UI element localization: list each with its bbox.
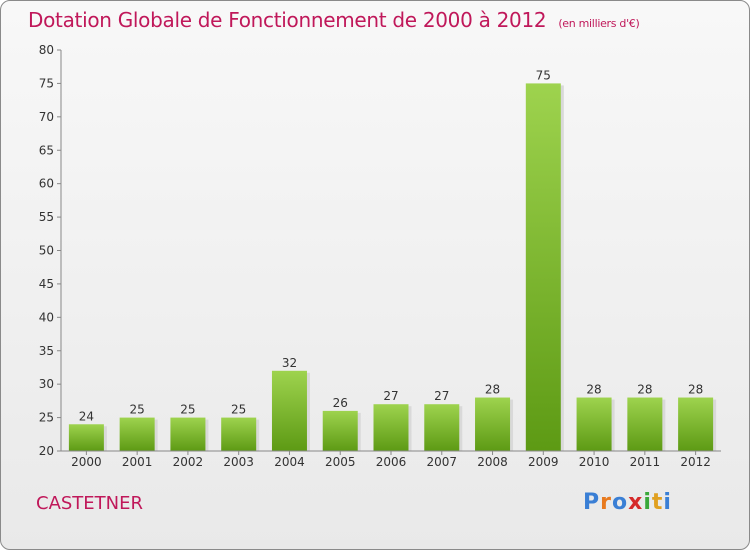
- x-tick-label: 2003: [223, 455, 254, 469]
- y-tick-label: 70: [39, 110, 54, 124]
- bar-value-label: 24: [79, 409, 94, 423]
- x-tick-label: 2012: [680, 455, 711, 469]
- bar: [576, 397, 612, 451]
- y-tick-label: 65: [39, 143, 54, 157]
- bar: [475, 397, 511, 451]
- bar-value-label: 26: [333, 396, 348, 410]
- bar: [678, 397, 714, 451]
- proxiti-logo: Proxiti: [583, 490, 672, 515]
- x-tick-label: 2002: [173, 455, 204, 469]
- x-tick-label: 2004: [274, 455, 305, 469]
- bar: [68, 424, 104, 451]
- bar-value-label: 27: [383, 389, 398, 403]
- logo-letter: i: [643, 490, 652, 515]
- bar-value-label: 28: [637, 383, 652, 397]
- y-tick-label: 40: [39, 310, 54, 324]
- bar-value-label: 27: [434, 389, 449, 403]
- logo-letter: r: [600, 490, 612, 515]
- unit-label: (en milliers d'€): [558, 17, 640, 30]
- chart-title: Dotation Globale de Fonctionnement de 20…: [28, 8, 640, 32]
- x-tick-label: 2008: [477, 455, 508, 469]
- logo-letter: P: [583, 490, 601, 515]
- logo-letter: t: [651, 490, 664, 515]
- bar-value-label: 32: [282, 356, 297, 370]
- logo-letter: i: [663, 490, 672, 515]
- bar: [373, 404, 409, 451]
- bar: [627, 397, 663, 451]
- bar-value-label: 28: [586, 383, 601, 397]
- x-tick-label: 2007: [426, 455, 457, 469]
- y-tick-label: 45: [39, 277, 54, 291]
- bar-value-label: 25: [231, 403, 246, 417]
- x-tick-label: 2010: [579, 455, 610, 469]
- y-tick-label: 50: [39, 244, 54, 258]
- bar-value-label: 25: [180, 403, 195, 417]
- logo-letter: o: [611, 490, 629, 515]
- bar-value-label: 75: [536, 68, 551, 82]
- chart-title-text: Dotation Globale de Fonctionnement de 20…: [28, 8, 547, 32]
- bar-value-label: 28: [485, 383, 500, 397]
- bar: [119, 417, 155, 451]
- x-tick-label: 2006: [376, 455, 407, 469]
- x-tick-label: 2000: [71, 455, 102, 469]
- bar: [271, 370, 307, 451]
- x-tick-label: 2011: [630, 455, 661, 469]
- commune-name: CASTETNER: [36, 493, 144, 514]
- bar: [322, 410, 358, 451]
- logo-letter: x: [628, 490, 644, 515]
- bar: [525, 83, 561, 452]
- y-tick-label: 30: [39, 377, 54, 391]
- bar: [424, 404, 460, 451]
- y-tick-label: 60: [39, 177, 54, 191]
- bar-value-label: 28: [688, 383, 703, 397]
- y-tick-label: 75: [39, 76, 54, 90]
- y-tick-label: 35: [39, 344, 54, 358]
- x-tick-label: 2009: [528, 455, 559, 469]
- x-tick-label: 2005: [325, 455, 356, 469]
- bar-value-label: 25: [130, 403, 145, 417]
- bar: [221, 417, 257, 451]
- bar: [170, 417, 206, 451]
- x-tick-label: 2001: [122, 455, 153, 469]
- y-tick-label: 25: [39, 411, 54, 425]
- y-tick-label: 20: [39, 444, 54, 458]
- y-tick-label: 55: [39, 210, 54, 224]
- y-tick-label: 80: [39, 43, 54, 57]
